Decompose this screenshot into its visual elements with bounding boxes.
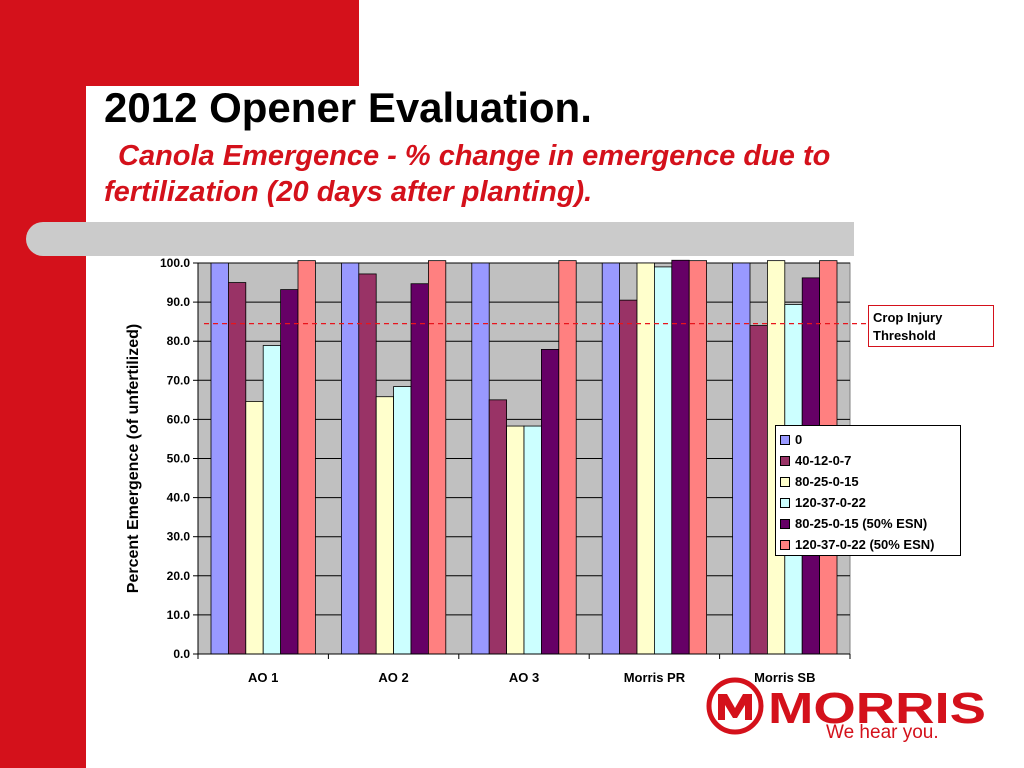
bar [410, 283, 429, 655]
bar [749, 325, 768, 655]
bar [601, 262, 621, 655]
y-tick-label: 10.0 [167, 608, 191, 622]
legend-item: 80-25-0-15 [780, 471, 960, 492]
legend-label: 120-37-0-22 [795, 495, 866, 510]
legend-item: 0 [780, 429, 960, 450]
legend-label: 120-37-0-22 (50% ESN) [795, 537, 935, 552]
bar [297, 260, 316, 655]
logo-tagline: We hear you. [826, 722, 939, 743]
bar [280, 289, 299, 655]
bar [393, 386, 412, 655]
legend-swatch [780, 518, 790, 529]
legend-swatch [780, 434, 790, 445]
morris-logo: MORRIS [706, 677, 986, 735]
bar [427, 260, 447, 655]
bar [245, 401, 264, 655]
y-tick-label: 80.0 [167, 334, 191, 348]
x-category-label: Morris SB [754, 670, 815, 685]
threshold-label: Crop Injury Threshold [868, 305, 994, 347]
bar [688, 260, 708, 655]
legend-item: 40-12-0-7 [780, 450, 960, 471]
y-tick-label: 0.0 [173, 647, 190, 661]
divider-bar [26, 222, 854, 256]
x-category-label: AO 3 [509, 670, 539, 685]
bar [340, 262, 360, 655]
legend-swatch [780, 497, 790, 508]
left-red-band [0, 0, 86, 768]
bar [619, 299, 638, 655]
legend-swatch [780, 455, 790, 466]
y-tick-label: 100.0 [160, 256, 190, 270]
legend-label: 40-12-0-7 [795, 453, 852, 468]
legend-item: 120-37-0-22 (50% ESN) [780, 534, 960, 555]
bar [541, 349, 560, 655]
bar [558, 260, 577, 655]
y-tick-label: 50.0 [167, 452, 191, 466]
chart-legend: 0 40-12-0-7 80-25-0-15 120-37-0-22 80-25-0-1… [775, 425, 961, 556]
y-axis-title: Percent Emergence (of unfertilized) [125, 324, 142, 593]
bar [227, 282, 247, 655]
bar [262, 345, 282, 655]
bar [488, 399, 508, 655]
x-category-label: Morris PR [624, 670, 686, 685]
bar [732, 262, 751, 655]
bar [471, 262, 490, 655]
bar [358, 273, 377, 655]
legend-label: 80-25-0-15 (50% ESN) [795, 516, 928, 531]
y-tick-label: 90.0 [167, 295, 191, 309]
y-tick-label: 40.0 [167, 491, 191, 505]
top-red-block [86, 0, 359, 86]
bar [654, 266, 673, 655]
legend-swatch [780, 539, 790, 550]
legend-swatch [780, 476, 790, 487]
y-tick-label: 70.0 [167, 373, 191, 387]
bar [671, 259, 690, 655]
slide-title: 2012 Opener Evaluation. [104, 84, 592, 131]
legend-label: 0 [795, 432, 803, 447]
bar [375, 396, 395, 655]
slide-subtitle: Canola Emergence - % change in emergence… [104, 140, 831, 208]
legend-label: 80-25-0-15 [795, 474, 859, 489]
bar [523, 425, 542, 655]
y-tick-label: 30.0 [167, 530, 191, 544]
logo-wordmark: MORRIS [768, 684, 986, 733]
y-tick-label: 20.0 [167, 569, 191, 583]
legend-item: 120-37-0-22 [780, 492, 960, 513]
y-tick-label: 60.0 [167, 412, 191, 426]
bar [210, 262, 229, 655]
x-category-label: AO 2 [378, 670, 408, 685]
bar [636, 262, 655, 655]
x-category-label: AO 1 [248, 670, 278, 685]
bar [506, 425, 525, 655]
legend-item: 80-25-0-15 (50% ESN) [780, 513, 960, 534]
